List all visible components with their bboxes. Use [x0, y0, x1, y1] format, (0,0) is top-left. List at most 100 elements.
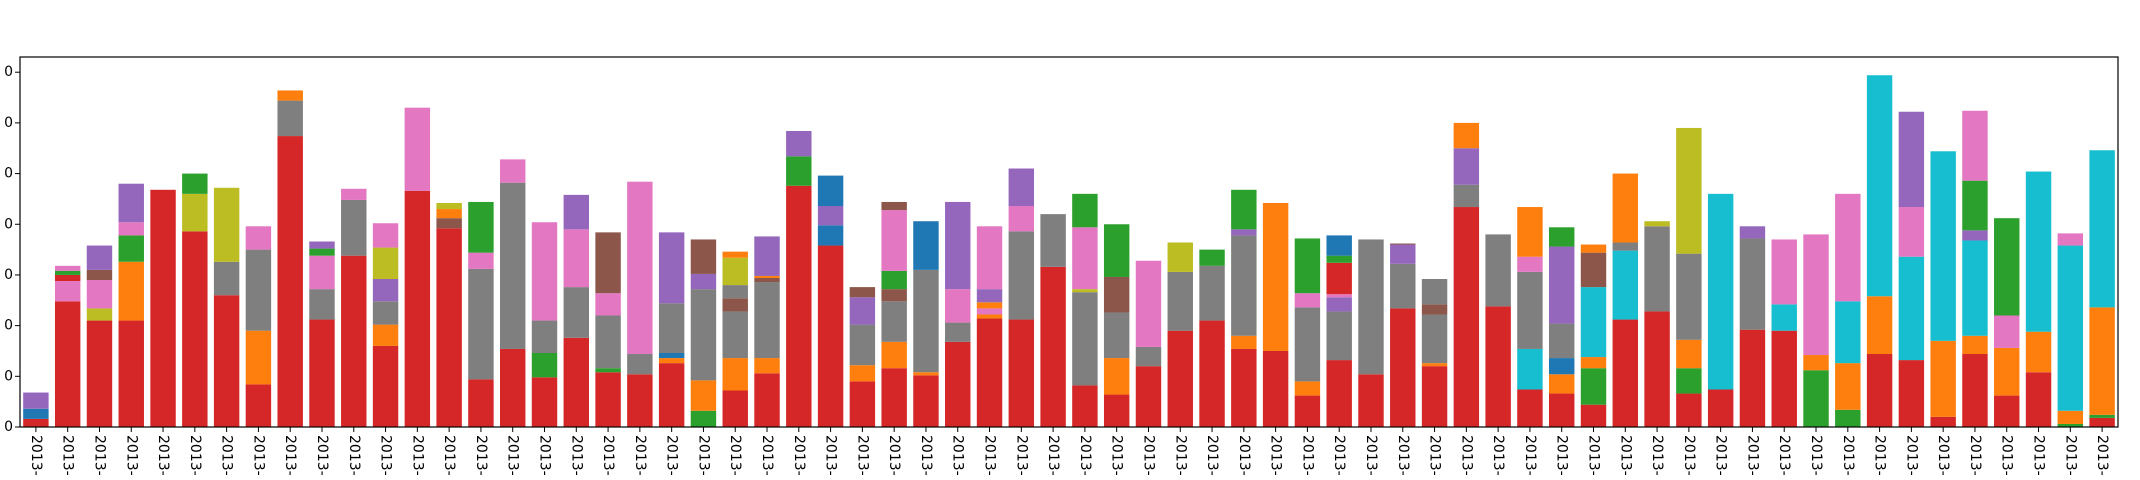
x-tick-label-5: 2013-: [187, 435, 203, 476]
y-tick-label-6: 0: [4, 115, 13, 131]
bar-segment-2-1: [86, 308, 113, 321]
bar-segment-27-3: [881, 289, 907, 302]
bar-segment-27-6: [881, 201, 907, 211]
bar-segment-31-3: [1008, 168, 1035, 207]
bar-segment-23-4: [754, 275, 780, 278]
bar-segment-52-0: [1676, 393, 1702, 427]
bar-segment-26-0: [849, 381, 876, 427]
x-tick-label-64: 2013-: [2062, 435, 2078, 476]
bar-segment-61-3: [1962, 230, 1988, 241]
bar-segment-60-0: [1930, 416, 1956, 427]
bar-segment-34-0: [1103, 394, 1130, 427]
bar-segment-61-4: [1962, 180, 1988, 231]
x-tick-label-54: 2013-: [1744, 435, 1760, 476]
bar-segment-14-2: [468, 252, 494, 269]
bar-segment-52-1: [1676, 368, 1702, 394]
bar-segment-32-1: [1040, 214, 1066, 267]
bar-segment-41-2: [1326, 297, 1352, 312]
bar-segment-22-3: [722, 298, 748, 312]
x-tick-label-36: 2013-: [1172, 435, 1188, 476]
bar-segment-33-2: [1072, 289, 1098, 293]
bar-segment-56-0: [1803, 370, 1829, 427]
y-tick-label-3: 0: [4, 267, 13, 283]
bar-segment-26-4: [849, 287, 876, 298]
bar-segment-41-4: [1326, 262, 1352, 295]
x-tick-label-2: 2013-: [91, 435, 107, 476]
bar-segment-38-3: [1231, 229, 1257, 236]
bar-segment-40-0: [1294, 395, 1321, 427]
bar-segment-16-2: [531, 320, 558, 353]
bar-segment-0-2: [23, 392, 49, 409]
bar-segment-46-1: [1485, 234, 1511, 307]
x-tick-label-11: 2013-: [378, 435, 394, 476]
bar-segment-26-1: [849, 365, 876, 382]
bar-segment-30-5: [976, 226, 1003, 290]
x-tick-label-13: 2013-: [441, 435, 457, 476]
bar-segment-59-0: [1898, 360, 1925, 427]
bar-segment-44-0: [1421, 366, 1448, 427]
bar-segment-30-0: [976, 318, 1003, 427]
bar-segment-20-2: [658, 353, 685, 359]
bar-segment-30-2: [976, 308, 1003, 315]
bar-segment-31-2: [1008, 206, 1035, 232]
x-tick-label-17: 2013-: [568, 435, 584, 476]
bar-segment-34-1: [1103, 358, 1130, 395]
x-tick-label-7: 2013-: [250, 435, 266, 476]
bar-segment-9-0: [309, 319, 335, 427]
x-tick-label-57: 2013-: [1840, 435, 1856, 476]
bar-segment-23-0: [754, 373, 780, 427]
bar-segment-48-2: [1548, 358, 1575, 375]
x-tick-label-33: 2013-: [1077, 435, 1093, 476]
bar-segment-33-4: [1072, 193, 1098, 228]
bar-segment-33-3: [1072, 227, 1098, 290]
x-tick-label-41: 2013-: [1331, 435, 1347, 476]
bar-segment-25-1: [817, 225, 844, 246]
bar-segment-11-3: [372, 279, 399, 302]
x-tick-label-38: 2013-: [1236, 435, 1252, 476]
bar-segment-59-2: [1898, 207, 1925, 257]
bar-segment-44-1: [1421, 363, 1448, 367]
x-tick-label-22: 2013-: [727, 435, 743, 476]
bar-segment-17-3: [563, 194, 590, 230]
bar-segment-2-0: [86, 320, 113, 427]
bar-segment-36-1: [1167, 271, 1193, 331]
bar-segment-33-1: [1072, 292, 1098, 386]
bar-segment-49-3: [1580, 287, 1607, 358]
bar-segment-27-4: [881, 270, 907, 290]
bar-segment-6-0: [213, 295, 240, 427]
bar-segment-38-0: [1231, 348, 1257, 427]
bar-segment-40-3: [1294, 293, 1321, 308]
bar-segment-30-1: [976, 314, 1003, 319]
bar-segment-17-2: [563, 229, 590, 288]
x-tick-label-19: 2013-: [632, 435, 648, 476]
bar-segment-9-2: [309, 255, 335, 290]
x-tick-label-3: 2013-: [123, 435, 139, 476]
bar-segment-21-1: [690, 380, 717, 411]
bars-group: [23, 75, 2115, 428]
bar-segment-34-4: [1103, 224, 1130, 277]
bar-segment-5-1: [182, 193, 208, 232]
bar-segment-41-5: [1326, 255, 1352, 263]
x-tick-label-52: 2013-: [1681, 435, 1697, 476]
x-axis: 2013- 2013- 2013- 2013- 2013- 2013- 2013- 2013-…: [28, 427, 2110, 476]
x-tick-label-20: 2013-: [664, 435, 680, 476]
bar-segment-50-0: [1612, 319, 1639, 427]
y-tick-label-1: 0: [4, 368, 13, 384]
bar-segment-11-2: [372, 301, 399, 325]
bar-segment-16-3: [531, 222, 558, 321]
bar-segment-48-1: [1548, 374, 1575, 394]
x-tick-label-30: 2013-: [982, 435, 998, 476]
x-tick-label-29: 2013-: [950, 435, 966, 476]
bar-segment-48-0: [1548, 393, 1575, 427]
x-tick-label-49: 2013-: [1586, 435, 1602, 476]
x-tick-label-28: 2013-: [918, 435, 934, 476]
bar-segment-5-2: [182, 173, 208, 194]
bar-segment-1-2: [54, 274, 81, 282]
bar-segment-51-2: [1644, 221, 1670, 227]
bar-segment-39-1: [1262, 202, 1289, 351]
bar-segment-27-2: [881, 301, 907, 342]
bar-segment-62-2: [1994, 315, 2020, 348]
x-tick-label-37: 2013-: [1204, 435, 1220, 476]
bar-segment-3-2: [118, 235, 144, 262]
